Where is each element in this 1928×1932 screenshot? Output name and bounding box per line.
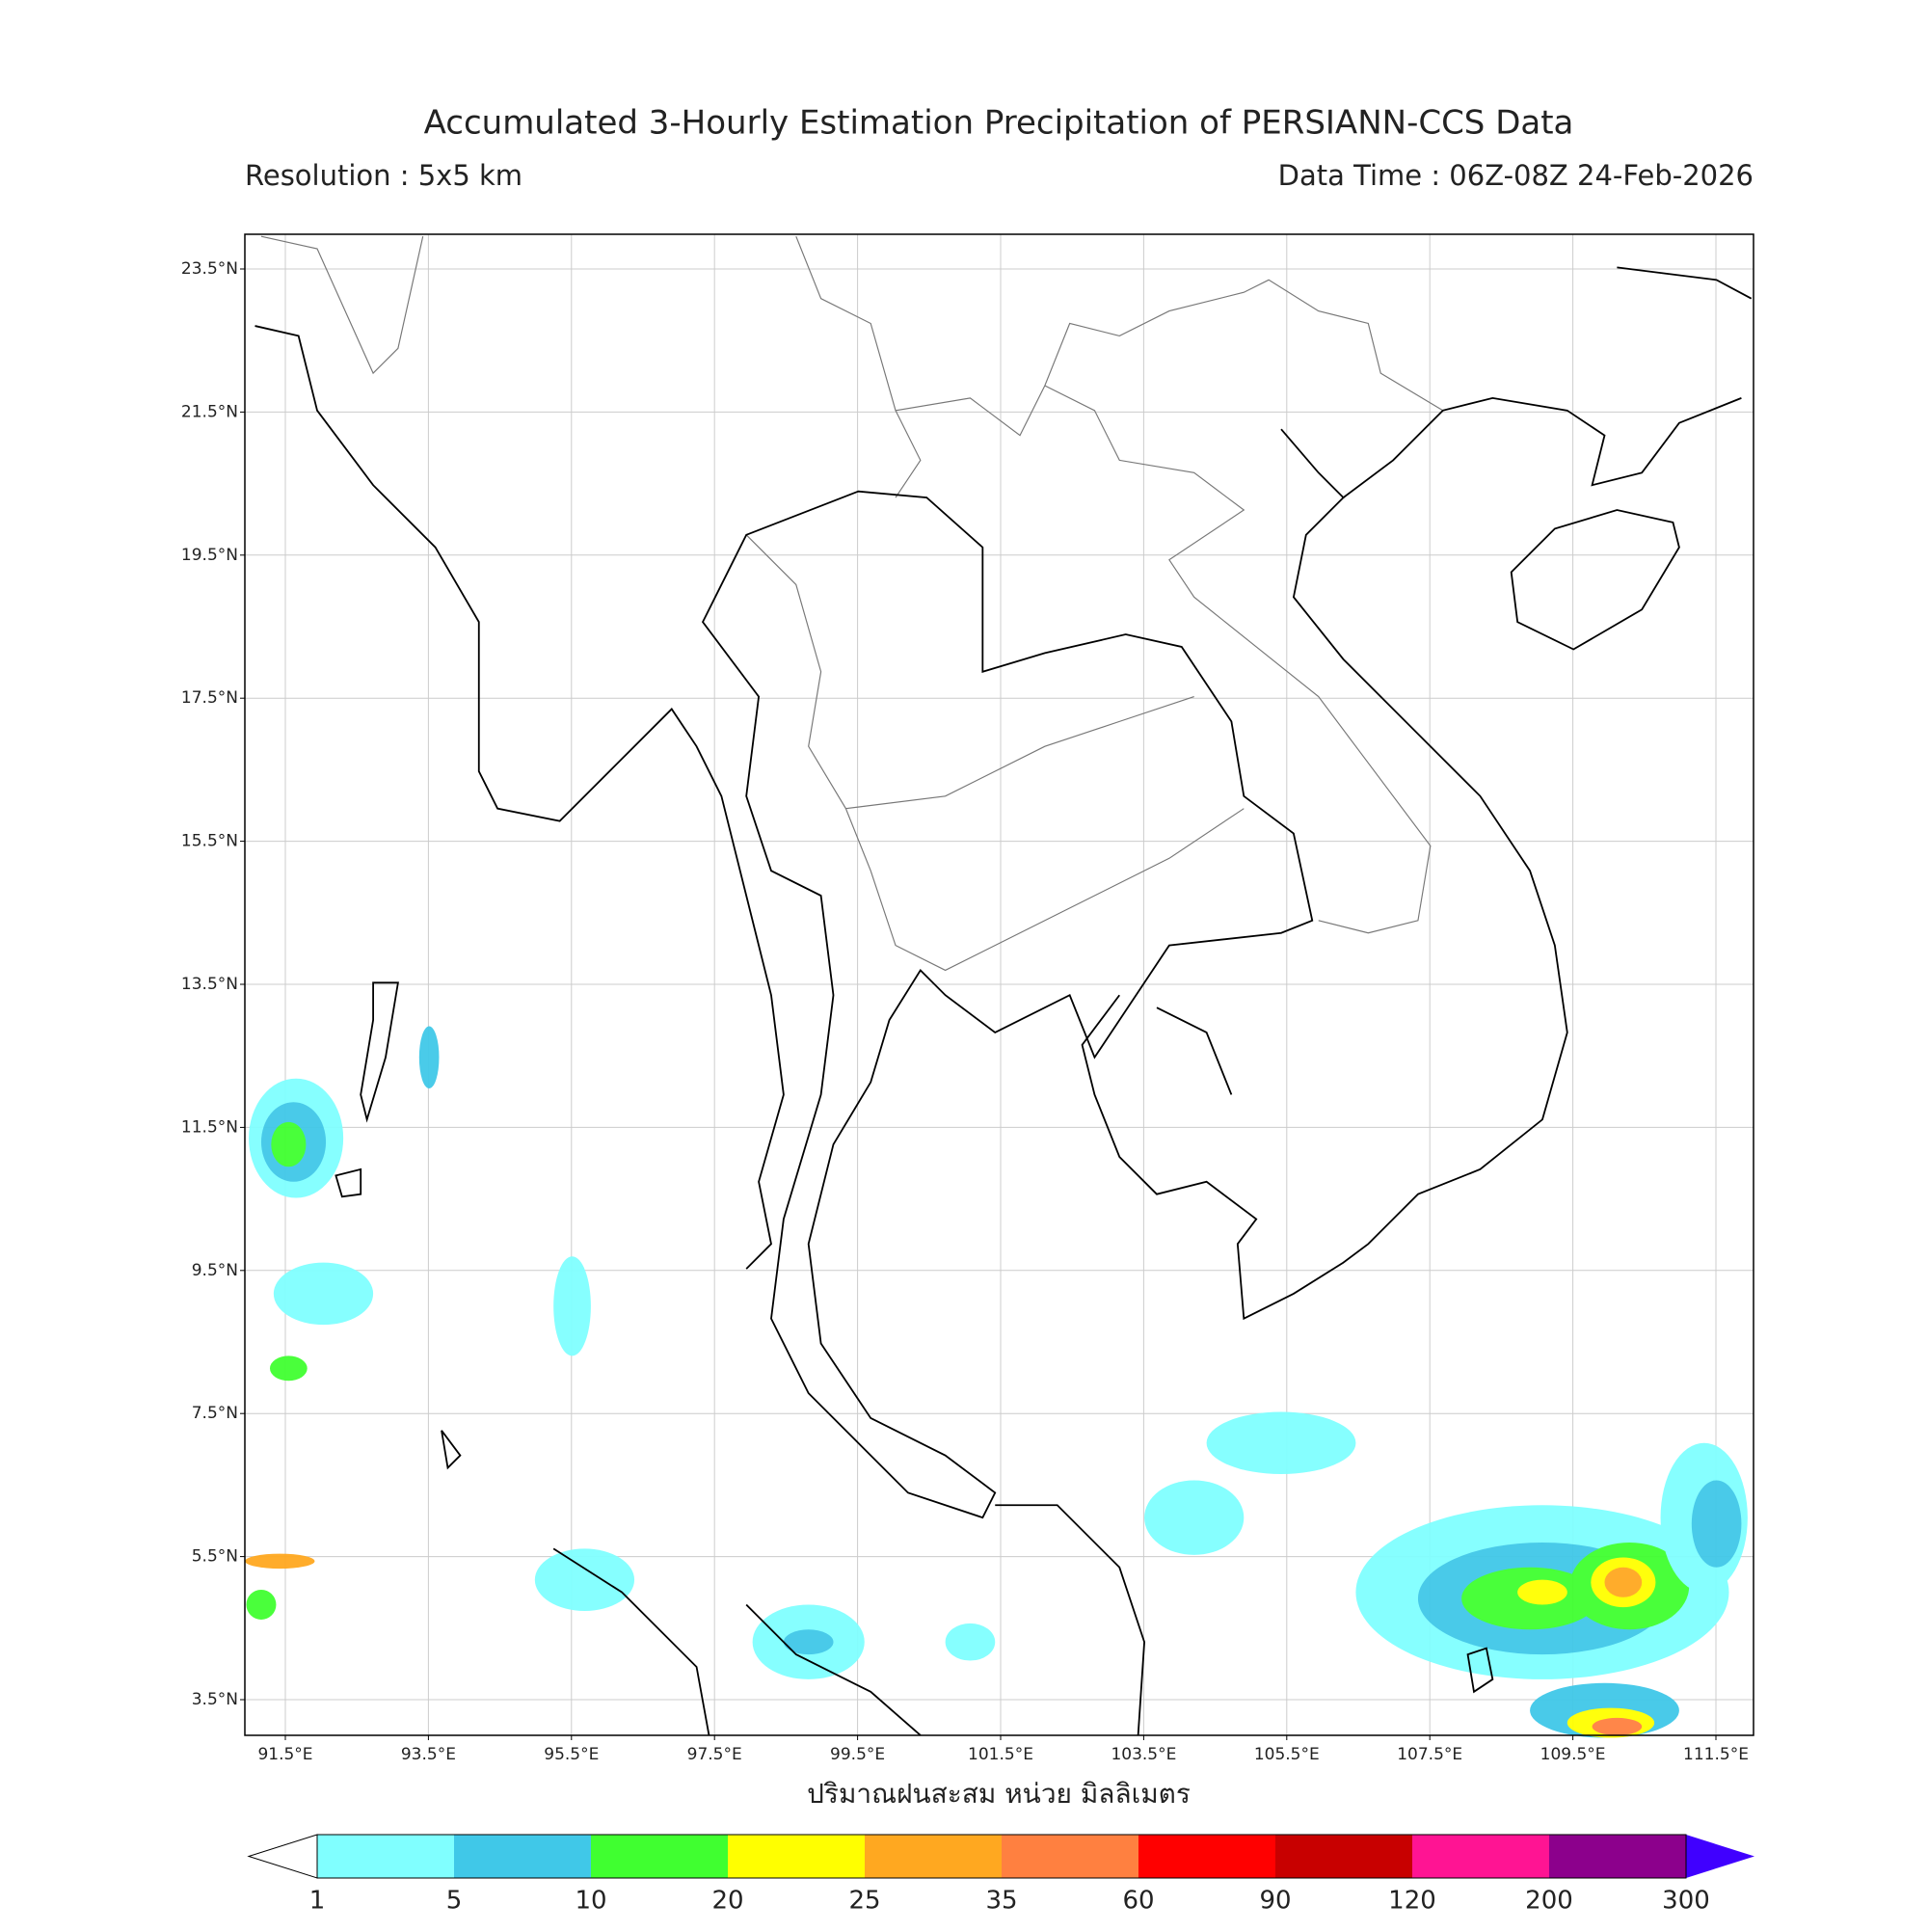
resolution: Resolution : 5x5 km: [245, 159, 522, 192]
colorbar-segment: [1275, 1835, 1412, 1878]
colorbar-label: 200: [1525, 1887, 1573, 1916]
colorbar-segment: [865, 1835, 1002, 1878]
lat-tick-label: 5.5°N: [192, 1547, 238, 1567]
colorbar-segment: [1002, 1835, 1138, 1878]
colorbar-label: 1: [309, 1887, 326, 1916]
colorbar-segment: [454, 1835, 591, 1878]
colorbar-label: 35: [985, 1887, 1017, 1916]
colorbar-label: 300: [1662, 1887, 1710, 1916]
precipitation: [245, 1026, 1748, 1738]
lon-tick-label: 93.5°E: [401, 1745, 456, 1764]
lon-tick-label: 101.5°E: [968, 1745, 1033, 1764]
colorbar-label: 60: [1122, 1887, 1154, 1916]
lat-tick-label: 13.5°N: [181, 975, 238, 994]
colorbar-label: 10: [575, 1887, 606, 1916]
lon-tick-label: 109.5°E: [1540, 1745, 1606, 1764]
axis-labels: 23.5°N 21.5°N 19.5°N 17.5°N 15.5°N 13.5°N 11.5…: [181, 259, 1749, 1764]
lat-tick-label: 15.5°N: [181, 832, 238, 851]
lon-tick-label: 95.5°E: [544, 1745, 599, 1764]
colorbar: 1 5 10 20 25 35 60 90 120 200 300: [247, 1834, 1754, 1916]
lon-tick-label: 97.5°E: [687, 1745, 742, 1764]
lat-tick-label: 11.5°N: [181, 1117, 238, 1137]
lat-tick-label: 3.5°N: [192, 1690, 238, 1709]
lat-tick-label: 23.5°N: [181, 259, 238, 279]
colorbar-segment: [317, 1835, 454, 1878]
lat-tick-label: 9.5°N: [192, 1261, 238, 1280]
colorbar-label: 5: [446, 1887, 463, 1916]
lon-tick-label: 99.5°E: [830, 1745, 885, 1764]
colorbar-label: 25: [848, 1887, 880, 1916]
colorbar-under: [247, 1834, 318, 1879]
lat-tick-label: 17.5°N: [181, 688, 238, 708]
lon-tick-label: 107.5°E: [1397, 1745, 1462, 1764]
title: Accumulated 3-Hourly Estimation Precipit…: [424, 104, 1574, 143]
colorbar-frame: [316, 1834, 1687, 1879]
x-label: ปริมาณฝนสะสม หน่วย มิลลิเมตร: [807, 1778, 1191, 1810]
lat-tick-label: 21.5°N: [181, 402, 238, 421]
lat-tick-label: 19.5°N: [181, 546, 238, 565]
colorbar-segment: [1412, 1835, 1549, 1878]
lon-tick-label: 91.5°E: [257, 1745, 312, 1764]
borders: [260, 235, 1444, 972]
colorbar-over: [1686, 1835, 1754, 1878]
colorbar-segment: [591, 1835, 728, 1878]
colorbar-label: 20: [711, 1887, 743, 1916]
coastline: [254, 266, 1753, 1736]
colorbar-segment: [1549, 1835, 1686, 1878]
colorbar-segment: [1138, 1835, 1275, 1878]
lat-tick-label: 7.5°N: [192, 1404, 238, 1423]
colorbar-label: 120: [1388, 1887, 1436, 1916]
map-layer: [245, 235, 1753, 1738]
lon-tick-label: 111.5°E: [1683, 1745, 1749, 1764]
lon-tick-label: 105.5°E: [1254, 1745, 1320, 1764]
colorbar-segment: [728, 1835, 865, 1878]
colorbar-label: 90: [1259, 1887, 1291, 1916]
lon-tick-label: 103.5°E: [1111, 1745, 1176, 1764]
data-time: Data Time : 06Z-08Z 24-Feb-2026: [1278, 159, 1754, 192]
